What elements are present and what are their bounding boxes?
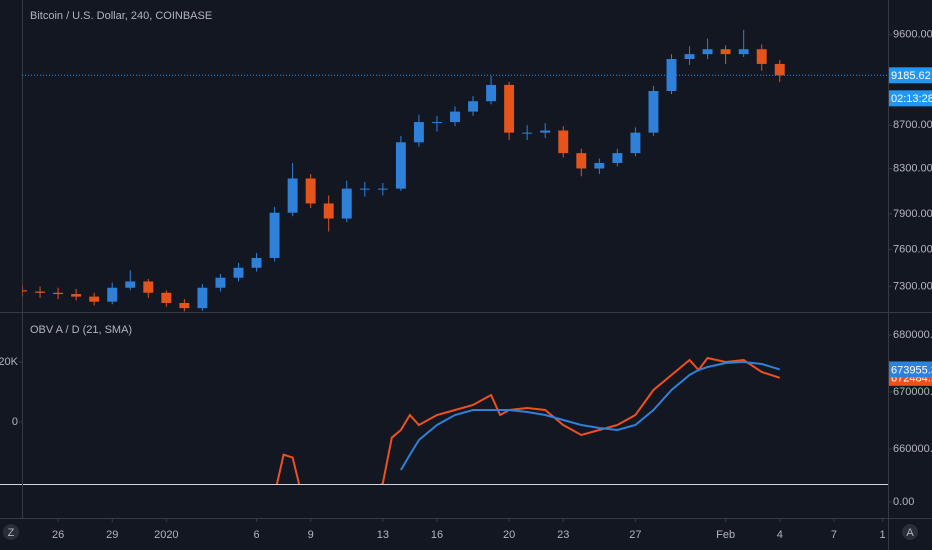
candle-body — [774, 63, 785, 76]
y-tick-label: 8300.00 — [893, 162, 932, 174]
y2-tick-label: 20K — [0, 356, 19, 368]
x-tick-label: 1 — [880, 529, 886, 541]
candle-body — [359, 188, 370, 190]
candles — [22, 29, 785, 312]
candle-body — [35, 291, 46, 293]
candle-body — [233, 267, 244, 278]
candle-body — [305, 178, 316, 204]
timezone-button[interactable] — [3, 524, 19, 540]
candle-body — [648, 91, 659, 133]
y-tick-label: 670000.00 — [893, 386, 932, 398]
series-line — [275, 356, 781, 484]
x-tick-label: 26 — [52, 529, 64, 541]
series-line — [400, 361, 781, 471]
lines — [275, 356, 781, 484]
y-tick-label: 7900.00 — [893, 208, 932, 220]
candle-body — [468, 101, 479, 112]
x-tick-label: 2020 — [154, 529, 178, 541]
candle-body — [504, 84, 515, 133]
x-tick-label: 4 — [777, 529, 783, 541]
candle-body — [341, 188, 352, 219]
last-value-label-box — [889, 361, 932, 378]
candle-body — [323, 203, 334, 219]
candle-body — [486, 84, 497, 102]
x-tick-label: 9 — [308, 529, 314, 541]
candle-body — [395, 142, 406, 189]
candle-body — [161, 292, 172, 303]
candle-body — [251, 257, 262, 268]
candle-body — [540, 130, 551, 133]
candle-body — [53, 292, 64, 295]
candle-body — [22, 290, 27, 292]
candle-body — [377, 188, 388, 190]
candle-body — [576, 153, 587, 169]
x-tick-label: 13 — [377, 529, 389, 541]
candle-body — [594, 162, 605, 169]
x-tick-label: 29 — [106, 529, 118, 541]
candle-body — [431, 122, 442, 124]
price-line-label-box — [889, 67, 932, 84]
y-tick-label: 0.00 — [893, 496, 914, 508]
candle-body — [756, 49, 767, 64]
candle-body — [612, 153, 623, 163]
y2-tick-label: 0 — [12, 416, 18, 428]
x-tick-label: Feb — [716, 529, 735, 541]
candle-body — [720, 49, 731, 55]
candle-body — [522, 132, 533, 134]
countdown: 02:13:28 — [891, 93, 932, 105]
chart-title: Bitcoin / U.S. Dollar, 240, COINBASE — [30, 10, 212, 22]
x-tick-label: 20 — [503, 529, 515, 541]
x-tick-label: 27 — [629, 529, 641, 541]
x-tick-label: 6 — [253, 529, 259, 541]
price-line-label: 9185.62 — [891, 70, 931, 82]
candle-body — [738, 49, 749, 55]
candle-body — [179, 302, 190, 309]
countdown-box — [889, 90, 932, 107]
y-tick-label: 9600.00 — [893, 29, 932, 41]
candle-body — [107, 287, 118, 302]
candle-body — [684, 54, 695, 60]
auto-scale-button[interactable] — [902, 524, 918, 540]
x-tick-label: 7 — [831, 529, 837, 541]
y-tick-label: 8700.00 — [893, 119, 932, 131]
candle-body — [450, 111, 460, 123]
last-value-label: 673955.33 — [891, 364, 932, 376]
candle-body — [215, 277, 226, 288]
indicator-title: OBV A / D (21, SMA) — [30, 324, 132, 336]
candle-body — [413, 122, 424, 143]
y-tick-label: 7600.00 — [893, 243, 932, 255]
candle-body — [287, 178, 298, 213]
y-tick-label: 7300.00 — [893, 280, 932, 292]
x-tick-label: 16 — [431, 529, 443, 541]
candle-body — [71, 294, 82, 297]
x-tick-label: 23 — [557, 529, 569, 541]
candle-body — [197, 287, 208, 309]
candle-body — [558, 130, 569, 154]
candle-body — [125, 281, 136, 288]
candle-body — [89, 296, 100, 302]
candle-body — [666, 59, 677, 92]
candle-body — [702, 49, 713, 55]
y-tick-label: 680000.00 — [893, 329, 932, 341]
timezone-icon: Z — [8, 527, 15, 539]
y-tick-label: 660000.00 — [893, 443, 932, 455]
candle-body — [269, 212, 280, 258]
auto-scale-icon: A — [906, 527, 914, 539]
candle-body — [143, 281, 154, 293]
candle-body — [630, 132, 641, 154]
